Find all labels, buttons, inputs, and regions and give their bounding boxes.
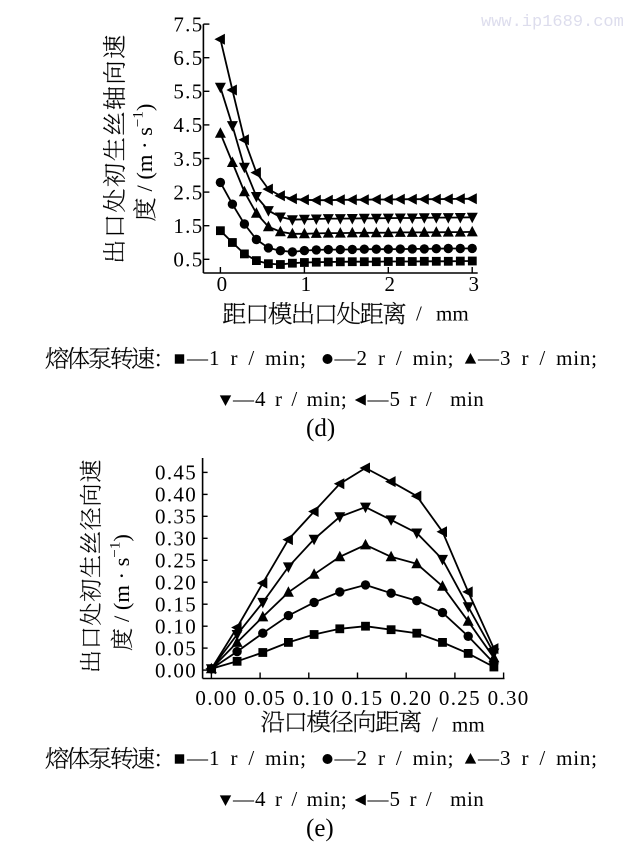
svg-text:3: 3 xyxy=(469,272,480,296)
svg-text:1.5: 1.5 xyxy=(173,214,203,238)
svg-text:4.5: 4.5 xyxy=(173,113,203,137)
svg-text:/ (m · s−1): / (m · s−1) xyxy=(131,104,158,192)
svg-text:/: / xyxy=(416,302,422,326)
svg-text:0.00: 0.00 xyxy=(195,686,237,710)
svg-text:0.05: 0.05 xyxy=(155,636,197,660)
svg-text:/: / xyxy=(432,713,438,737)
svg-text:0.35: 0.35 xyxy=(155,505,197,529)
svg-text:7.5: 7.5 xyxy=(173,12,203,36)
svg-text:0.15: 0.15 xyxy=(155,593,197,617)
svg-text:0.15: 0.15 xyxy=(342,686,384,710)
svg-text:3.5: 3.5 xyxy=(173,147,203,171)
svg-text:0.25: 0.25 xyxy=(439,686,481,710)
svg-text:0.25: 0.25 xyxy=(155,549,197,573)
svg-text:0.40: 0.40 xyxy=(155,483,197,507)
svg-text:0.5: 0.5 xyxy=(173,248,203,272)
svg-text:mm: mm xyxy=(452,713,485,737)
svg-text:2: 2 xyxy=(385,272,396,296)
svg-text:0: 0 xyxy=(217,272,228,296)
svg-text:0.10: 0.10 xyxy=(155,615,197,639)
svg-text:0.10: 0.10 xyxy=(293,686,335,710)
svg-text:0.00: 0.00 xyxy=(155,658,197,682)
svg-text:6.5: 6.5 xyxy=(173,46,203,70)
svg-text:0.20: 0.20 xyxy=(390,686,432,710)
svg-text:mm: mm xyxy=(436,302,469,326)
svg-text:0.45: 0.45 xyxy=(155,461,197,485)
svg-text:0.05: 0.05 xyxy=(244,686,286,710)
svg-text:0.20: 0.20 xyxy=(155,571,197,595)
svg-text:/ (m · s−1): / (m · s−1) xyxy=(108,534,135,622)
svg-text:0.30: 0.30 xyxy=(488,686,530,710)
svg-text:5.5: 5.5 xyxy=(173,80,203,104)
svg-text:1: 1 xyxy=(301,272,312,296)
svg-text:0.30: 0.30 xyxy=(155,527,197,551)
svg-text:2.5: 2.5 xyxy=(173,180,203,204)
